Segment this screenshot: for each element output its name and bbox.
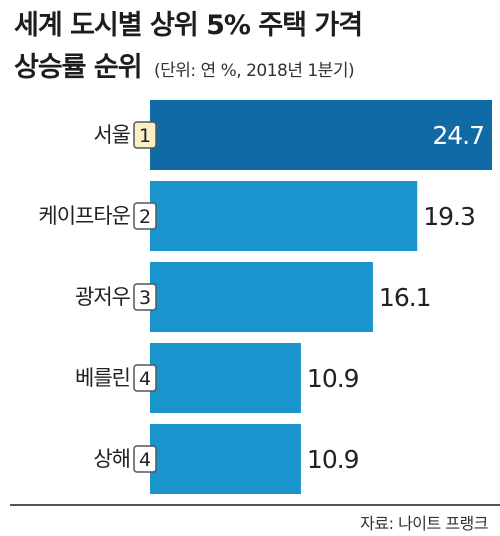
category-label: 케이프타운: [38, 204, 130, 228]
value-label: 24.7: [432, 121, 484, 150]
value-label: 19.3: [423, 202, 475, 231]
bar-5: [150, 424, 301, 494]
footer-divider: [10, 504, 500, 506]
rank-label: 4: [139, 449, 151, 471]
bar-1: [150, 100, 492, 170]
source-note: 자료: 나이트 프랭크: [360, 514, 488, 533]
rank-label: 3: [139, 287, 151, 309]
chart-subtitle: (단위: 연 %, 2018년 1분기): [154, 61, 355, 81]
title-line1: 세계 도시별 상위 5% 주택 가격: [14, 10, 363, 41]
category-label: 베를린: [75, 366, 130, 390]
value-label: 10.9: [307, 364, 359, 393]
category-label: 상해: [93, 447, 130, 471]
value-label: 10.9: [307, 445, 359, 474]
bar-4: [150, 343, 301, 413]
value-label: 16.1: [379, 283, 431, 312]
rank-label: 1: [139, 125, 151, 147]
rank-badge-2: [133, 202, 157, 230]
rank-badge-4: [133, 364, 157, 392]
rank-badge-5: [133, 445, 157, 473]
rank-badge-3: [133, 283, 157, 311]
category-label: 광저우: [75, 285, 131, 309]
rank-badge-1: [133, 121, 157, 149]
chart-title: 세계 도시별 상위 5% 주택 가격 상승률 순위 (단위: 연 %, 2018…: [14, 6, 363, 91]
category-label: 서울: [93, 123, 130, 147]
title-line2: 상승률 순위: [14, 52, 143, 83]
bar-3: [150, 262, 373, 332]
rank-label: 4: [139, 368, 151, 390]
rank-label: 2: [139, 206, 151, 228]
bar-2: [150, 181, 418, 251]
